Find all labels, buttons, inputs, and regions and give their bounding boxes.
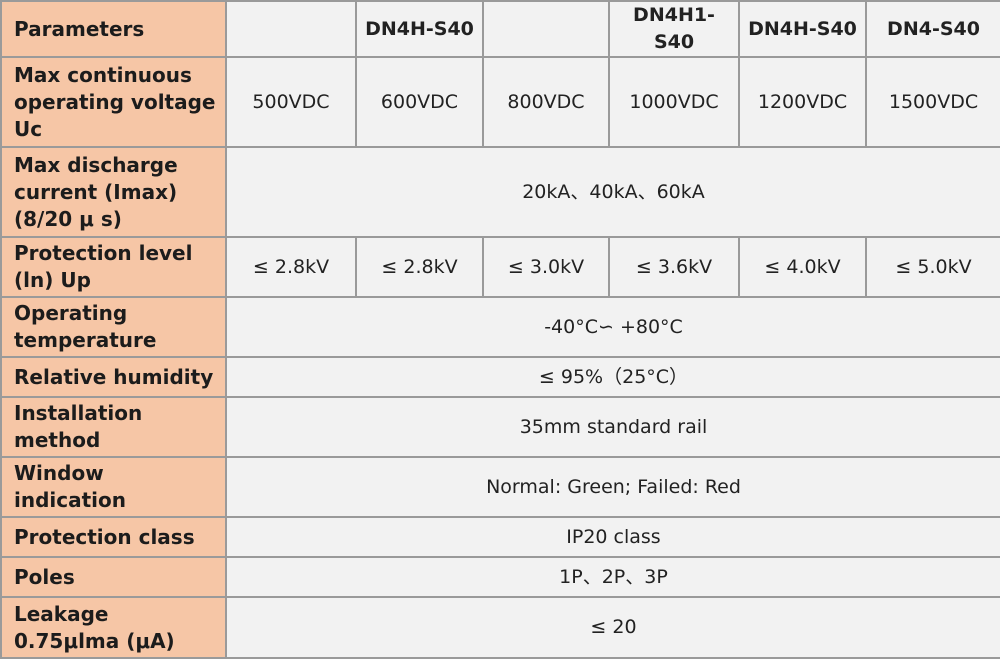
table-row: Protection class IP20 class — [0, 516, 1000, 558]
parameter-line: Protection level — [14, 241, 193, 265]
header-model: DN4H1-S40 — [608, 0, 740, 58]
value-cell: -40°C∽ +80°C — [225, 296, 1000, 358]
parameter-cell: Max discharge current (Imax) (8/20 μ s) — [0, 146, 227, 238]
parameter-line: Max continuous — [14, 62, 192, 87]
parameter-cell: Relative humidity — [0, 356, 227, 398]
value-cell: 20kA、40kA、60kA — [225, 146, 1000, 238]
parameter-line: method — [14, 428, 101, 452]
value-cell: Normal: Green; Failed: Red — [225, 456, 1000, 518]
parameter-line: Window — [14, 461, 104, 485]
parameter-line: Uc — [14, 116, 43, 141]
value-cell: ≤ 3.0kV — [482, 236, 610, 298]
parameter-cell: Operating temperature — [0, 296, 227, 358]
value-cell: ≤ 20 — [225, 596, 1000, 659]
header-model: DN4H-S40 — [738, 0, 867, 58]
parameter-line: Operating — [14, 301, 128, 325]
parameter-line: Poles — [14, 564, 75, 589]
table-row: Leakage 0.75μlma (μA) ≤ 20 — [0, 596, 1000, 659]
value-cell: ≤ 95%（25°C） — [225, 356, 1000, 398]
value-cell: 800VDC — [482, 56, 610, 148]
table-row: Max continuous operating voltage Uc 500VDC 6… — [0, 56, 1000, 148]
header-model — [482, 0, 610, 58]
table-row: Installation method 35mm standard rail — [0, 396, 1000, 458]
value-cell: 1000VDC — [608, 56, 740, 148]
parameter-line: Leakage — [14, 601, 109, 626]
header-model: DN4-S40 — [865, 0, 1000, 58]
value-cell: 1500VDC — [865, 56, 1000, 148]
value-cell: 600VDC — [355, 56, 484, 148]
parameter-cell: Protection class — [0, 516, 227, 558]
table-row: Operating temperature -40°C∽ +80°C — [0, 296, 1000, 358]
parameter-line: temperature — [14, 328, 157, 352]
value-cell: ≤ 5.0kV — [865, 236, 1000, 298]
parameter-line: 0.75μlma (μA) — [14, 628, 175, 653]
header-model — [225, 0, 357, 58]
value-cell: 500VDC — [225, 56, 357, 148]
parameter-line: Protection class — [14, 524, 195, 549]
parameter-line: Relative humidity — [14, 364, 214, 389]
parameter-line: (8/20 μ s) — [14, 206, 122, 231]
parameter-line: current (Imax) — [14, 179, 178, 204]
table-row: Max discharge current (Imax) (8/20 μ s) 20k… — [0, 146, 1000, 238]
header-model: DN4H-S40 — [355, 0, 484, 58]
header-row: Parameters DN4H-S40 DN4H1-S40 DN4H-S40 DN4-S… — [0, 0, 1000, 58]
parameter-line: indication — [14, 488, 127, 512]
table-row: Poles 1P、2P、3P — [0, 556, 1000, 598]
parameter-cell: Poles — [0, 556, 227, 598]
parameter-cell: Leakage 0.75μlma (μA) — [0, 596, 227, 659]
parameter-line: Installation — [14, 401, 143, 425]
value-cell: 35mm standard rail — [225, 396, 1000, 458]
table-row: Relative humidity ≤ 95%（25°C） — [0, 356, 1000, 398]
value-cell: ≤ 4.0kV — [738, 236, 867, 298]
parameter-cell: Protection level (ln) Up — [0, 236, 227, 298]
parameter-cell: Window indication — [0, 456, 227, 518]
value-cell: 1P、2P、3P — [225, 556, 1000, 598]
value-cell: ≤ 2.8kV — [355, 236, 484, 298]
value-cell: ≤ 3.6kV — [608, 236, 740, 298]
parameter-line: (ln) Up — [14, 268, 91, 292]
value-cell: 1200VDC — [738, 56, 867, 148]
value-cell: ≤ 2.8kV — [225, 236, 357, 298]
table-row: Protection level (ln) Up ≤ 2.8kV ≤ 2.8kV ≤ 3… — [0, 236, 1000, 298]
parameter-cell: Installation method — [0, 396, 227, 458]
parameter-cell: Max continuous operating voltage Uc — [0, 56, 227, 148]
header-param: Parameters — [0, 0, 227, 58]
table-row: Window indication Normal: Green; Failed: R… — [0, 456, 1000, 518]
value-cell: IP20 class — [225, 516, 1000, 558]
parameter-line: Max discharge — [14, 152, 178, 177]
parameter-line: operating voltage — [14, 89, 216, 114]
